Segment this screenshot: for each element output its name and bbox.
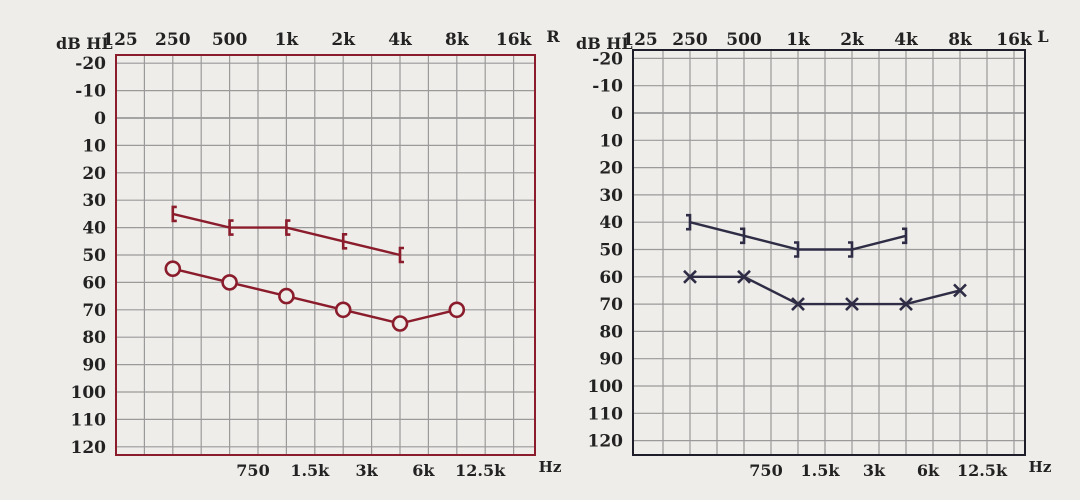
bone-conduction-marker: [285, 219, 291, 236]
y-tick-label: 70: [599, 295, 623, 315]
top-tick-label: 16k: [496, 30, 533, 50]
x-axis-unit: Hz: [539, 458, 562, 476]
y-tick-label: 40: [599, 213, 623, 233]
top-tick-label: 125: [102, 30, 138, 50]
bottom-tick-label: 1.5k: [290, 461, 330, 480]
top-tick-label: 500: [212, 30, 248, 50]
bottom-tick-label: 12.5k: [957, 461, 1008, 480]
bone-conduction-marker: [171, 205, 177, 223]
y-tick-label: 30: [82, 191, 106, 211]
top-tick-label: 1k: [275, 30, 300, 50]
top-tick-label: 4k: [388, 30, 413, 50]
bone-conduction-marker: [848, 241, 854, 258]
bone-conduction-marker: [228, 219, 234, 236]
y-tick-label: 50: [599, 241, 623, 261]
series-line-air-conduction: [690, 275, 961, 306]
y-tick-label: 100: [71, 383, 107, 403]
top-tick-label: 125: [622, 30, 658, 50]
bone-conduction-marker: [740, 227, 746, 245]
air-conduction-marker: [278, 287, 295, 305]
air-conduction-marker: [334, 301, 352, 319]
bottom-tick-label: 750: [236, 461, 269, 480]
bottom-tick-label: 750: [749, 461, 782, 480]
bone-conduction-marker: [398, 246, 404, 264]
air-conduction-marker: [953, 283, 967, 298]
air-conduction-marker: [221, 274, 238, 291]
y-tick-label: -10: [75, 82, 106, 102]
y-tick-label: 10: [599, 131, 623, 151]
y-tick-label: 20: [599, 159, 623, 179]
top-tick-label: 250: [672, 30, 708, 50]
y-axis-label: dB HL: [576, 34, 633, 53]
bottom-tick-label: 3k: [863, 461, 886, 480]
air-conduction-marker: [448, 301, 466, 319]
y-tick-label: 30: [599, 186, 623, 206]
chart-frame: [115, 54, 536, 456]
chart-frame: [632, 49, 1026, 456]
top-tick-label: 250: [155, 30, 191, 50]
x-axis-unit: Hz: [1029, 458, 1052, 476]
y-tick-label: 20: [82, 164, 106, 184]
air-conduction-marker: [791, 297, 805, 312]
y-tick-label: -10: [592, 77, 623, 97]
y-tick-label: 100: [588, 377, 624, 397]
y-tick-label: 10: [82, 136, 106, 156]
bone-conduction-marker: [686, 213, 692, 231]
bottom-tick-label: 6k: [412, 461, 435, 480]
y-axis-label: dB HL: [56, 34, 113, 53]
air-conduction-marker: [845, 297, 859, 312]
y-tick-label: 90: [82, 356, 106, 376]
y-tick-label: 120: [588, 432, 624, 452]
y-tick-label: -20: [592, 49, 623, 69]
y-tick-label: 80: [82, 328, 106, 348]
y-tick-label: 60: [599, 268, 623, 288]
bottom-tick-label: 6k: [917, 461, 940, 480]
air-conduction-marker: [164, 260, 182, 278]
y-tick-label: 40: [82, 219, 106, 239]
air-conduction-marker: [899, 297, 913, 312]
y-tick-label: 110: [588, 404, 624, 424]
y-tick-label: -20: [75, 54, 106, 74]
y-tick-label: 0: [94, 109, 106, 129]
bone-conduction-marker: [794, 241, 800, 258]
bottom-tick-label: 12.5k: [455, 461, 506, 480]
top-tick-label: 8k: [445, 30, 470, 50]
top-tick-label: 1k: [786, 30, 811, 50]
y-tick-label: 70: [82, 301, 106, 321]
bone-conduction-marker: [902, 227, 908, 245]
bone-conduction-marker: [341, 233, 348, 250]
top-tick-label: 16k: [996, 30, 1033, 50]
y-tick-label: 120: [71, 438, 107, 458]
y-tick-label: 110: [71, 410, 107, 430]
y-tick-label: 90: [599, 350, 623, 370]
ear-label: R: [546, 27, 560, 46]
y-tick-label: 50: [82, 246, 106, 266]
y-tick-label: 60: [82, 273, 106, 293]
ear-label: L: [1037, 27, 1048, 46]
top-tick-label: 500: [726, 30, 762, 50]
top-tick-label: 2k: [331, 30, 356, 50]
y-tick-label: 80: [599, 322, 623, 342]
air-conduction-marker: [683, 269, 697, 284]
top-tick-label: 4k: [894, 30, 919, 50]
bottom-tick-label: 3k: [355, 461, 378, 480]
top-tick-label: 2k: [840, 30, 865, 50]
bottom-tick-label: 1.5k: [801, 461, 841, 480]
top-tick-label: 8k: [948, 30, 973, 50]
series-line-air-conduction: [172, 267, 458, 325]
y-tick-label: 0: [611, 104, 623, 124]
air-conduction-marker: [391, 315, 409, 332]
air-conduction-marker: [737, 269, 751, 284]
